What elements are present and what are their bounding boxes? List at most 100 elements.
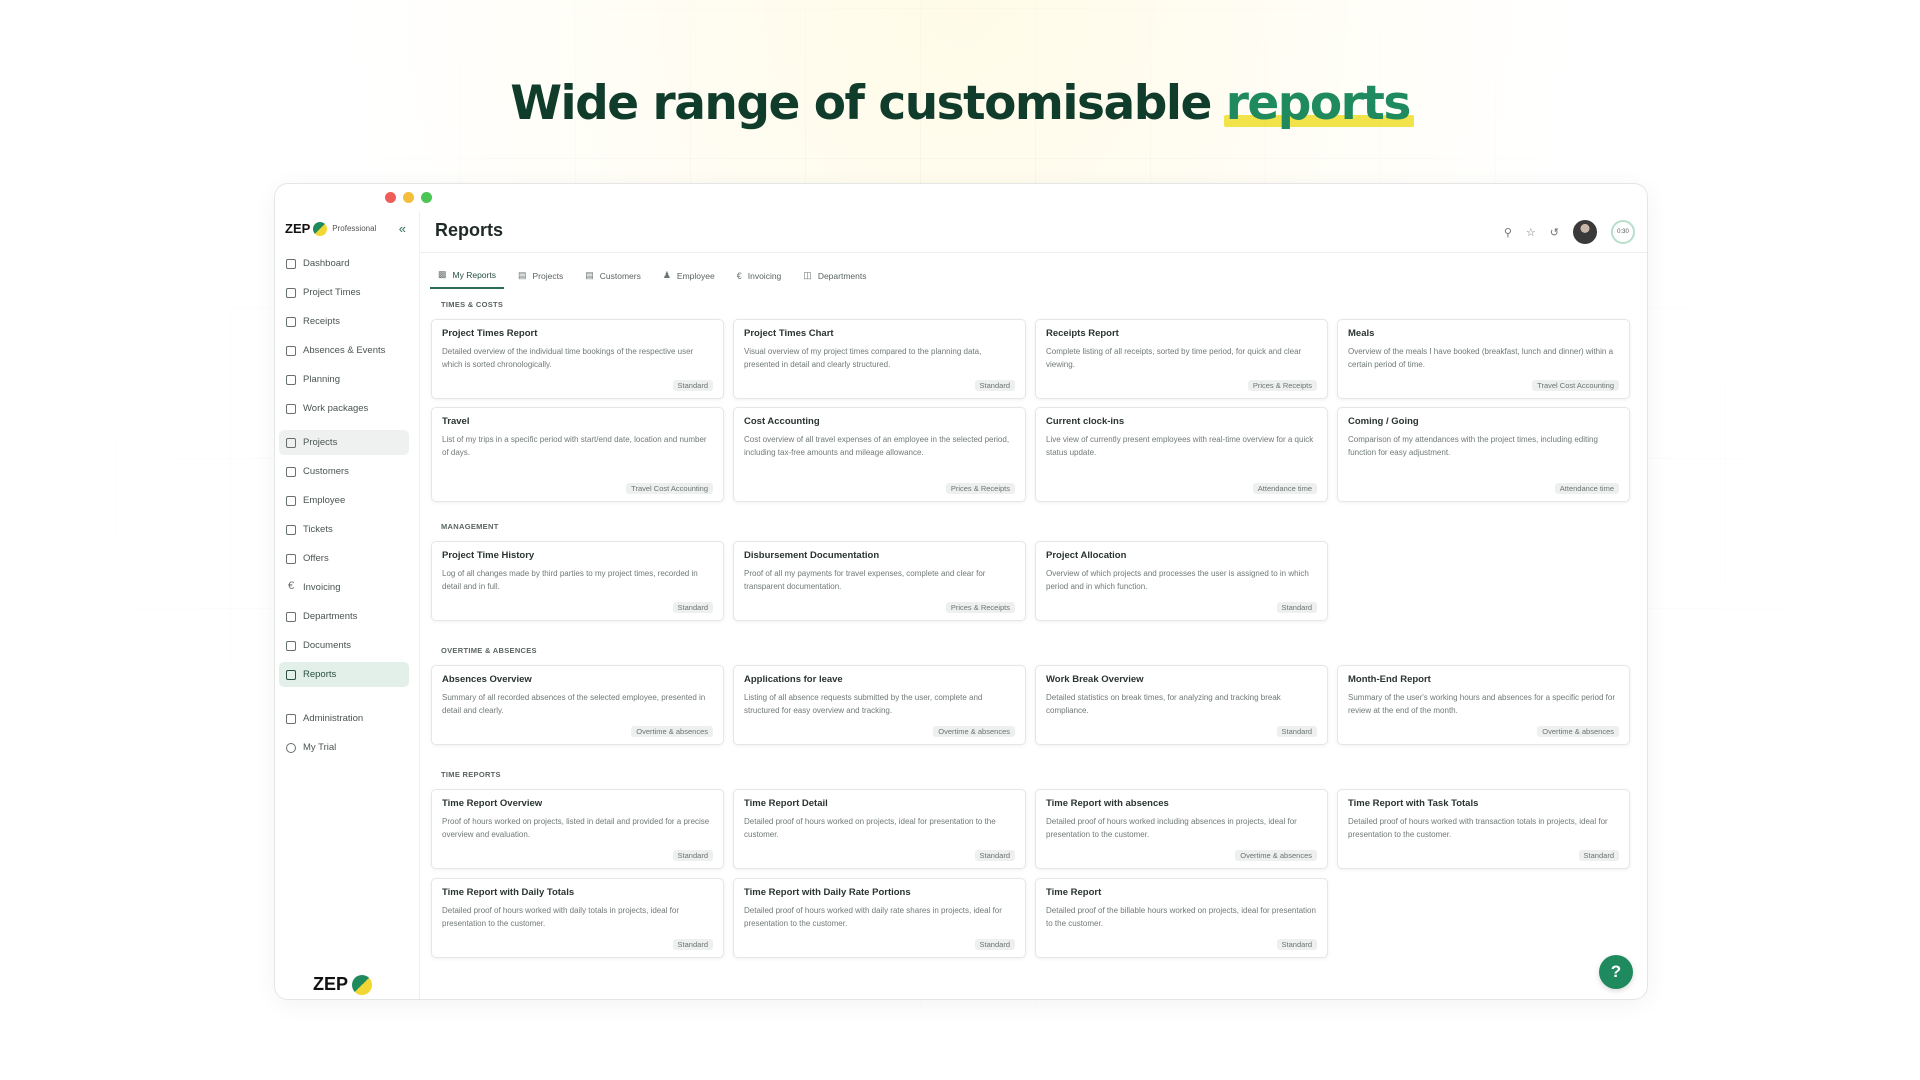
tab-label: Invoicing xyxy=(747,270,782,281)
tab-my-reports[interactable]: ▩ My Reports xyxy=(430,262,504,289)
star-icon[interactable]: ☆ xyxy=(1525,226,1536,239)
card-badge: Standard xyxy=(672,850,713,861)
card-description: Comparison of my attendances with the pr… xyxy=(1348,435,1598,457)
sidebar-item-administration[interactable]: Administration xyxy=(279,706,409,731)
layers-icon xyxy=(286,403,296,414)
timer-badge[interactable]: 0:30 xyxy=(1611,220,1635,244)
sidebar-item-tickets[interactable]: Tickets xyxy=(279,517,409,542)
tab-customers[interactable]: ▤ Customers xyxy=(577,262,649,289)
planning-icon xyxy=(286,374,296,385)
search-icon[interactable]: ⚲ xyxy=(1503,226,1512,239)
card-description: Visual overview of my project times comp… xyxy=(744,347,982,369)
header-actions: ⚲ ☆ ↺ 0:30 xyxy=(1504,220,1635,244)
tab-label: My Reports xyxy=(452,269,496,280)
report-card[interactable]: Disbursement Documentation Proof of all … xyxy=(733,541,1026,621)
report-card[interactable]: Project Times Chart Visual overview of m… xyxy=(733,319,1026,399)
sidebar-nav-main: Dashboard Project Times Receipts Absence… xyxy=(279,251,409,421)
card-description: Cost overview of all travel expenses of … xyxy=(744,435,1010,457)
tab-label: Customers xyxy=(599,270,641,281)
sidebar-item-reports[interactable]: Reports xyxy=(279,662,409,687)
report-card[interactable]: Time Report with Daily Totals Detailed p… xyxy=(431,878,724,958)
report-card[interactable]: Work Break Overview Detailed statistics … xyxy=(1035,665,1328,745)
tab-departments[interactable]: ◫ Departments xyxy=(795,262,874,289)
section-label: TIMES & COSTS xyxy=(441,300,504,309)
card-title: Time Report xyxy=(1046,887,1102,898)
card-badge: Standard xyxy=(672,602,713,613)
sidebar-item-label: Work packages xyxy=(303,403,369,414)
card-title: Time Report Detail xyxy=(744,798,828,809)
headline-prefix: Wide range of customisable xyxy=(510,76,1226,131)
tab-label: Employee xyxy=(676,270,715,281)
card-title: Work Break Overview xyxy=(1046,674,1144,685)
report-card[interactable]: Travel List of my trips in a specific pe… xyxy=(431,407,724,502)
calendar-icon xyxy=(286,345,296,356)
tab-employee[interactable]: ♟ Employee xyxy=(655,262,723,289)
collapse-sidebar-icon[interactable]: « xyxy=(398,221,406,236)
card-title: Project Time History xyxy=(442,550,535,561)
sidebar-item-documents[interactable]: Documents xyxy=(279,633,409,658)
card-badge: Attendance time xyxy=(1554,483,1619,494)
report-card[interactable]: Time Report Overview Proof of hours work… xyxy=(431,789,724,869)
sidebar-item-my-trial[interactable]: My Trial xyxy=(279,735,409,760)
card-title: Applications for leave xyxy=(744,674,843,685)
maximize-window-button[interactable] xyxy=(421,192,432,203)
sidebar-item-project-times[interactable]: Project Times xyxy=(279,280,409,305)
report-card[interactable]: Time Report with Task Totals Detailed pr… xyxy=(1337,789,1630,869)
sidebar-item-planning[interactable]: Planning xyxy=(279,367,409,392)
report-card[interactable]: Applications for leave Listing of all ab… xyxy=(733,665,1026,745)
headline-highlight: reports xyxy=(1223,76,1414,131)
customers-icon xyxy=(286,466,296,477)
card-description: Proof of all my payments for travel expe… xyxy=(744,569,986,591)
report-card[interactable]: Coming / Going Comparison of my attendan… xyxy=(1337,407,1630,502)
report-card[interactable]: Time Report Detail Detailed proof of hou… xyxy=(733,789,1026,869)
sidebar-item-absences-events[interactable]: Absences & Events xyxy=(279,338,409,363)
sidebar-item-projects[interactable]: Projects xyxy=(279,430,409,455)
sidebar: ZEP Professional « Dashboard Project Tim… xyxy=(275,212,420,999)
report-card[interactable]: Receipts Report Complete listing of all … xyxy=(1035,319,1328,399)
bottom-logo-check-icon xyxy=(352,974,373,995)
report-card[interactable]: Project Times Report Detailed overview o… xyxy=(431,319,724,399)
sidebar-item-customers[interactable]: Customers xyxy=(279,459,409,484)
grid-icon xyxy=(286,258,296,269)
employee-icon xyxy=(286,495,296,506)
report-card[interactable]: Current clock-ins Live view of currently… xyxy=(1035,407,1328,502)
card-title: Disbursement Documentation xyxy=(744,550,880,561)
report-card[interactable]: Month-End Report Summary of the user's w… xyxy=(1337,665,1630,745)
sidebar-item-departments[interactable]: Departments xyxy=(279,604,409,629)
card-description: Detailed proof of hours worked with dail… xyxy=(442,906,680,928)
section-label: MANAGEMENT xyxy=(441,522,499,531)
sidebar-item-invoicing[interactable]: € Invoicing xyxy=(279,575,409,600)
sidebar-item-label: My Trial xyxy=(303,742,337,753)
sidebar-bottom-logo: ZEP xyxy=(313,974,373,995)
sidebar-item-receipts[interactable]: Receipts xyxy=(279,309,409,334)
sidebar-item-offers[interactable]: Offers xyxy=(279,546,409,571)
tab-projects[interactable]: ▤ Projects xyxy=(510,262,571,289)
sidebar-item-dashboard[interactable]: Dashboard xyxy=(279,251,409,276)
report-card[interactable]: Project Allocation Overview of which pro… xyxy=(1035,541,1328,621)
help-button[interactable]: ? xyxy=(1599,955,1633,989)
sidebar-item-employee[interactable]: Employee xyxy=(279,488,409,513)
brand-name: ZEP xyxy=(285,221,311,236)
report-card[interactable]: Meals Overview of the meals I have booke… xyxy=(1337,319,1630,399)
sidebar-item-work-packages[interactable]: Work packages xyxy=(279,396,409,421)
sidebar-item-label: Planning xyxy=(303,374,340,385)
card-title: Meals xyxy=(1348,328,1375,339)
card-title: Time Report Overview xyxy=(442,798,543,809)
report-card[interactable]: Time Report Detailed proof of the billab… xyxy=(1035,878,1328,958)
history-icon[interactable]: ↺ xyxy=(1549,226,1559,239)
card-title: Month-End Report xyxy=(1348,674,1431,685)
minimize-window-button[interactable] xyxy=(403,192,414,203)
report-card[interactable]: Cost Accounting Cost overview of all tra… xyxy=(733,407,1026,502)
tab-invoicing[interactable]: € Invoicing xyxy=(729,262,790,289)
card-description: Live view of currently present employees… xyxy=(1046,435,1314,457)
report-card[interactable]: Project Time History Log of all changes … xyxy=(431,541,724,621)
card-badge: Prices & Receipts xyxy=(945,602,1015,613)
card-description: Listing of all absence requests submitte… xyxy=(744,693,983,715)
report-card[interactable]: Time Report with Daily Rate Portions Det… xyxy=(733,878,1026,958)
close-window-button[interactable] xyxy=(385,192,396,203)
report-card[interactable]: Absences Overview Summary of all recorde… xyxy=(431,665,724,745)
headline: Wide range of customisable reports xyxy=(0,76,1920,131)
report-card[interactable]: Time Report with absences Detailed proof… xyxy=(1035,789,1328,869)
avatar[interactable] xyxy=(1573,220,1597,244)
sidebar-item-label: Invoicing xyxy=(303,582,341,593)
